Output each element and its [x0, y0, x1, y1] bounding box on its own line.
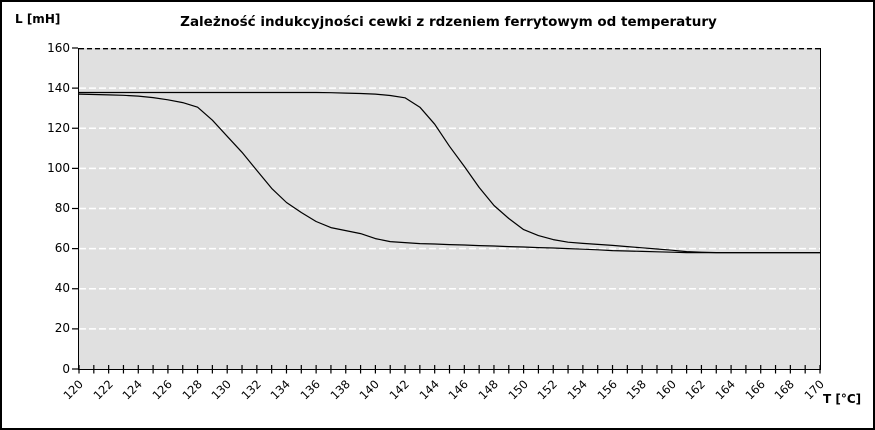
y-tick-label: 0 — [62, 361, 70, 376]
y-tick-label: 20 — [54, 321, 70, 336]
plot-canvas — [72, 47, 821, 374]
x-tick-label: 138 — [327, 377, 353, 403]
x-tick-label: 146 — [445, 377, 472, 403]
chart-title: Zależność indukcyjności cewki z rdzeniem… — [180, 14, 717, 30]
y-tick-label: 120 — [47, 120, 70, 135]
x-tick-label: 154 — [564, 377, 590, 403]
x-tick-label: 142 — [386, 377, 412, 403]
x-tick-label: 120 — [60, 377, 86, 403]
x-tick-label: 126 — [149, 377, 175, 403]
x-tick-label: 166 — [742, 377, 768, 403]
y-axis-title: L [mH] — [15, 12, 61, 26]
x-tick-label: 162 — [682, 377, 709, 403]
y-tick-label: 140 — [47, 80, 70, 95]
x-tick-label: 164 — [712, 377, 738, 403]
y-tick-label: 100 — [47, 160, 70, 175]
x-tick-label: 136 — [297, 377, 324, 403]
x-tick-label: 160 — [653, 377, 679, 403]
x-tick-label: 122 — [90, 377, 116, 403]
x-tick-label: 158 — [623, 377, 650, 403]
x-axis-title: T [°C] — [823, 392, 862, 406]
x-tick-label: 148 — [475, 377, 501, 403]
x-tick-label: 168 — [771, 377, 798, 403]
x-tick-label: 132 — [238, 377, 264, 403]
y-tick-label: 40 — [54, 281, 70, 296]
y-tick-label: 60 — [54, 241, 70, 256]
x-tick-label: 124 — [119, 377, 146, 403]
series-1-early-drop-line — [78, 93, 820, 254]
plot-area — [72, 47, 821, 374]
series-2-late-drop-line — [79, 91, 820, 254]
y-tick-label: 160 — [47, 40, 70, 55]
x-tick-label: 156 — [593, 377, 620, 403]
x-tick-label: 130 — [208, 377, 235, 403]
x-tick-label: 144 — [416, 377, 442, 403]
x-tick-label: 140 — [356, 377, 383, 403]
y-tick-label: 80 — [54, 201, 70, 215]
x-tick-label: 128 — [179, 377, 205, 403]
x-tick-label: 152 — [534, 377, 561, 403]
x-tick-label: 134 — [267, 377, 294, 403]
x-tick-label: 150 — [505, 377, 531, 403]
